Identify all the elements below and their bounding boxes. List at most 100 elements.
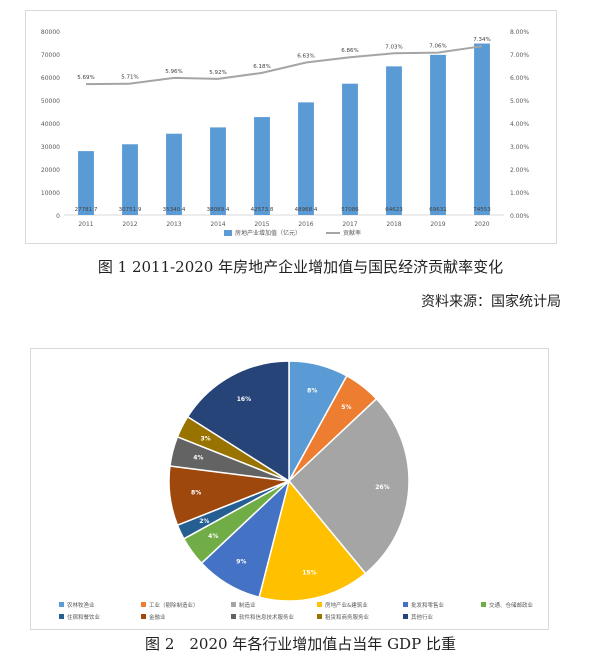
bar-data-label: 42573.8 — [251, 207, 274, 213]
y-axis-tick-label: 80000 — [41, 29, 60, 36]
bar — [122, 144, 138, 215]
bar-data-label: 27781.7 — [75, 207, 98, 213]
y2-axis-tick-label: 6.00% — [510, 75, 529, 82]
y-axis-tick-label: 20000 — [41, 167, 60, 174]
bar — [78, 151, 94, 215]
legend-bar-label: 房地产业增加值（亿元） — [235, 229, 301, 237]
legend-swatch — [141, 614, 146, 619]
legend-swatch — [59, 602, 64, 607]
pie-slice — [186, 360, 290, 483]
line-data-label: 6.63% — [297, 54, 314, 60]
bar-data-label: 57086 — [341, 207, 359, 213]
pie-slice — [258, 479, 367, 602]
x-axis-tick-label: 2016 — [298, 221, 313, 228]
line-data-label: 7.06% — [429, 44, 446, 50]
legend-label: 其他行业 — [411, 613, 434, 621]
combo-chart: 0 10000 20000 30000 40000 50000 60000 70000 8000… — [41, 29, 529, 237]
pie-data-label: 2% — [199, 518, 209, 525]
x-axis-tick-label: 2015 — [254, 221, 269, 228]
line-data-label: 5.92% — [209, 70, 226, 76]
legend-swatch — [59, 614, 64, 619]
figure-1-caption: 图 1 2011-2020 年房地产企业增加值与国民经济贡献率变化 — [97, 258, 504, 276]
legend-label: 制造业 — [239, 601, 256, 609]
legend-swatch — [481, 602, 486, 607]
pie-slice — [287, 397, 410, 575]
x-axis-tick-label: 2012 — [122, 221, 137, 228]
line-data-label: 5.69% — [77, 75, 94, 81]
bar — [210, 127, 226, 215]
bar — [430, 54, 446, 216]
bar-data-label: 69631 — [429, 207, 447, 213]
figure-2-caption: 图 2 2020 年各行业增加值占当年 GDP 比重 — [145, 635, 456, 653]
bar — [298, 102, 314, 215]
legend-swatch — [231, 602, 236, 607]
x-axis-tick-label: 2017 — [342, 221, 357, 228]
y-axis-tick-label: 40000 — [41, 121, 60, 128]
bar-data-label: 30751.9 — [119, 207, 142, 213]
line-data-label: 5.71% — [121, 75, 138, 81]
y-axis-tick-label: 10000 — [41, 190, 60, 197]
pie-data-label: 8% — [307, 387, 317, 394]
pie-data-label: 8% — [191, 490, 201, 497]
y2-axis-tick-label: 4.00% — [510, 121, 529, 128]
y2-axis-tick-label: 8.00% — [510, 29, 529, 36]
data-source-note: 资料来源：国家统计局 — [421, 294, 561, 310]
bar-data-label: 74553 — [473, 207, 491, 213]
legend-swatch — [403, 602, 408, 607]
line-data-label: 6.18% — [253, 64, 270, 70]
pie-data-label: 5% — [341, 404, 351, 411]
bar-data-label: 38089.4 — [207, 207, 230, 213]
combo-chart-panel: 0 10000 20000 30000 40000 50000 60000 70000 8000… — [25, 10, 557, 244]
y2-axis-tick-label: 1.00% — [510, 190, 529, 197]
bar-data-label: 48968.4 — [295, 207, 318, 213]
line-data-label: 5.96% — [165, 69, 182, 75]
pie-chart-panel: 8% 5% 26% 15% 9% 4% 2% 8% 4% 3% 16% 农林牧渔业 工业（剔除制造业） 制… — [30, 348, 549, 630]
bar — [254, 117, 270, 215]
x-axis-tick-label: 2019 — [430, 221, 445, 228]
pie-data-label: 4% — [193, 455, 203, 462]
bar — [386, 66, 402, 215]
legend-label: 批发和零售业 — [411, 601, 445, 609]
pie-data-label: 26% — [375, 484, 389, 491]
bar — [166, 133, 182, 215]
x-axis-tick-label: 2013 — [166, 221, 181, 228]
legend-swatch — [231, 614, 236, 619]
pie-data-label: 9% — [236, 559, 246, 566]
legend-label: 租赁和商务服务业 — [325, 613, 370, 621]
bar-data-label: 64623 — [385, 207, 403, 213]
y2-axis-tick-label: 3.00% — [510, 144, 529, 151]
y-axis-tick-label: 70000 — [41, 52, 60, 59]
y2-axis-tick-label: 0.00% — [510, 213, 529, 220]
x-axis-tick-label: 2011 — [78, 221, 93, 228]
legend-label: 交通、仓储邮政业 — [489, 601, 534, 609]
line-data-label: 7.34% — [473, 37, 490, 43]
x-axis-tick-label: 2018 — [386, 221, 401, 228]
bar-data-label: 35340.4 — [163, 207, 186, 213]
legend-label: 软件和信息技术服务业 — [239, 613, 295, 621]
legend-swatch — [317, 602, 322, 607]
y-axis-tick-label: 0 — [56, 213, 60, 220]
bar — [342, 83, 358, 215]
legend-label: 工业（剔除制造业） — [149, 601, 199, 609]
pie-data-label: 3% — [201, 436, 211, 443]
legend-bar-swatch — [224, 230, 232, 236]
line-series — [85, 45, 483, 86]
y-axis-tick-label: 60000 — [41, 75, 60, 82]
legend-label: 住宿和餐饮业 — [67, 613, 101, 621]
legend-label: 金融业 — [149, 613, 166, 621]
y2-axis-tick-label: 7.00% — [510, 52, 529, 59]
y-axis-tick-label: 30000 — [41, 144, 60, 151]
pie-data-label: 15% — [302, 569, 316, 576]
line-data-label: 6.86% — [341, 48, 358, 54]
legend-label: 农林牧渔业 — [67, 601, 95, 609]
y-axis-tick-label: 50000 — [41, 98, 60, 105]
legend-swatch — [403, 614, 408, 619]
x-axis-tick-label: 2014 — [210, 221, 225, 228]
legend-label: 房地产业&建筑业 — [325, 601, 368, 609]
pie-data-label: 4% — [208, 533, 218, 540]
legend-swatch — [317, 614, 322, 619]
pie-data-label: 16% — [237, 396, 251, 403]
bar — [474, 43, 490, 215]
y2-axis-tick-label: 2.00% — [510, 167, 529, 174]
x-axis-tick-label: 2020 — [474, 221, 489, 228]
